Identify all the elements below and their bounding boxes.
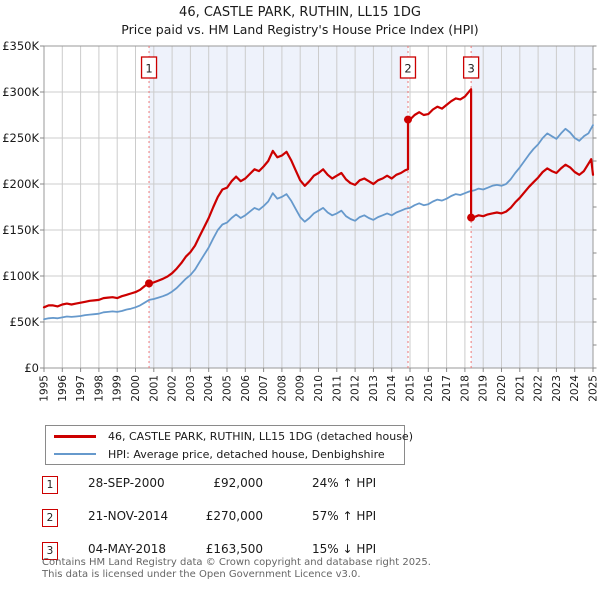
svg-text:2021: 2021 [514,375,526,402]
shaded-regions [149,46,593,368]
svg-text:2007: 2007 [258,375,270,402]
svg-text:1997: 1997 [75,375,87,402]
y-axis-labels: £0 £50K £100K £150K £200K £250K £300K £350K [2,39,39,375]
svg-text:£250K: £250K [2,131,39,145]
svg-text:2015: 2015 [405,375,417,402]
svg-text:3: 3 [467,62,474,76]
svg-text:2004: 2004 [203,375,215,402]
page-subtitle: Price paid vs. HM Land Registry's House … [121,22,479,37]
sale-event-lines [148,46,472,368]
svg-text:£300K: £300K [2,85,39,99]
transaction-1-price: £92,000 [213,476,263,490]
svg-text:2002: 2002 [167,375,179,402]
page-title: 46, CASTLE PARK, RUTHIN, LL15 1DG [179,5,421,20]
svg-text:2008: 2008 [276,375,288,402]
hpi-line [43,124,594,321]
svg-text:2001: 2001 [148,375,160,402]
svg-text:2009: 2009 [295,375,307,402]
legend-item-property: 46, CASTLE PARK, RUTHIN, LL15 1DG (detac… [46,428,413,444]
svg-text:2014: 2014 [386,375,398,402]
svg-text:2013: 2013 [368,375,380,402]
transaction-1-date: 28-SEP-2000 [88,476,165,490]
svg-text:1995: 1995 [39,375,51,402]
svg-text:2000: 2000 [130,375,142,402]
svg-text:2018: 2018 [459,375,471,402]
svg-text:2005: 2005 [222,375,234,402]
transaction-3-badge: 3 [42,542,58,560]
gridlines [43,45,594,369]
svg-text:2016: 2016 [423,375,435,402]
transaction-2-price: £270,000 [205,509,263,523]
svg-text:1: 1 [145,62,152,76]
svg-text:2022: 2022 [533,375,545,402]
legend-label: 46, CASTLE PARK, RUTHIN, LL15 1DG (detac… [108,429,413,443]
transaction-3-price: £163,500 [205,542,263,556]
svg-text:£0: £0 [24,361,39,375]
transaction-2-hpi-delta: 57% ↑ HPI [312,509,377,523]
svg-text:£150K: £150K [2,223,39,237]
svg-text:£50K: £50K [10,315,40,329]
transaction-2-badge: 2 [42,509,58,527]
hpi-line-swatch [54,453,96,455]
x-axis-labels: 1995 1996 1997 1998 1999 2000 2001 2002 2003 2004… [39,375,600,402]
property-price-line [42,88,595,309]
legend-label: HPI: Average price, detached house, Denb… [108,447,385,461]
svg-text:£350K: £350K [2,39,39,53]
svg-text:2019: 2019 [478,375,490,402]
footer-line-2: This data is licensed under the Open Gov… [42,569,361,580]
svg-text:2020: 2020 [496,375,508,402]
sale-number-badges: 1 2 3 [140,56,480,79]
svg-text:2023: 2023 [551,375,563,402]
transaction-1-hpi-delta: 24% ↑ HPI [312,476,377,490]
svg-text:£100K: £100K [2,269,39,283]
sale-point-markers [145,115,476,288]
svg-text:1996: 1996 [57,375,69,402]
transaction-2-date: 21-NOV-2014 [88,509,169,523]
svg-text:2025: 2025 [588,375,600,402]
svg-text:2003: 2003 [185,375,197,402]
svg-text:2: 2 [404,62,411,76]
footer-line-1: Contains HM Land Registry data © Crown c… [42,557,431,568]
license-footer: Contains HM Land Registry data © Crown c… [42,557,431,581]
property-line-swatch [54,434,96,438]
chart-legend: 46, CASTLE PARK, RUTHIN, LL15 1DG (detac… [45,425,413,465]
svg-text:1999: 1999 [112,375,124,402]
svg-text:2011: 2011 [331,375,343,402]
svg-text:2024: 2024 [569,375,581,402]
svg-text:£200K: £200K [2,177,39,191]
svg-text:2010: 2010 [313,375,325,402]
axis-ticks [40,45,597,372]
svg-text:2017: 2017 [441,375,453,402]
legend-item-hpi: HPI: Average price, detached house, Denb… [46,446,404,462]
plot-frame [43,45,594,369]
transaction-1-badge: 1 [42,476,58,494]
transaction-3-date: 04-MAY-2018 [88,542,167,556]
svg-text:2006: 2006 [240,375,252,402]
transaction-3-hpi-delta: 15% ↓ HPI [312,542,377,556]
svg-text:1998: 1998 [93,375,105,402]
svg-text:2012: 2012 [350,375,362,402]
